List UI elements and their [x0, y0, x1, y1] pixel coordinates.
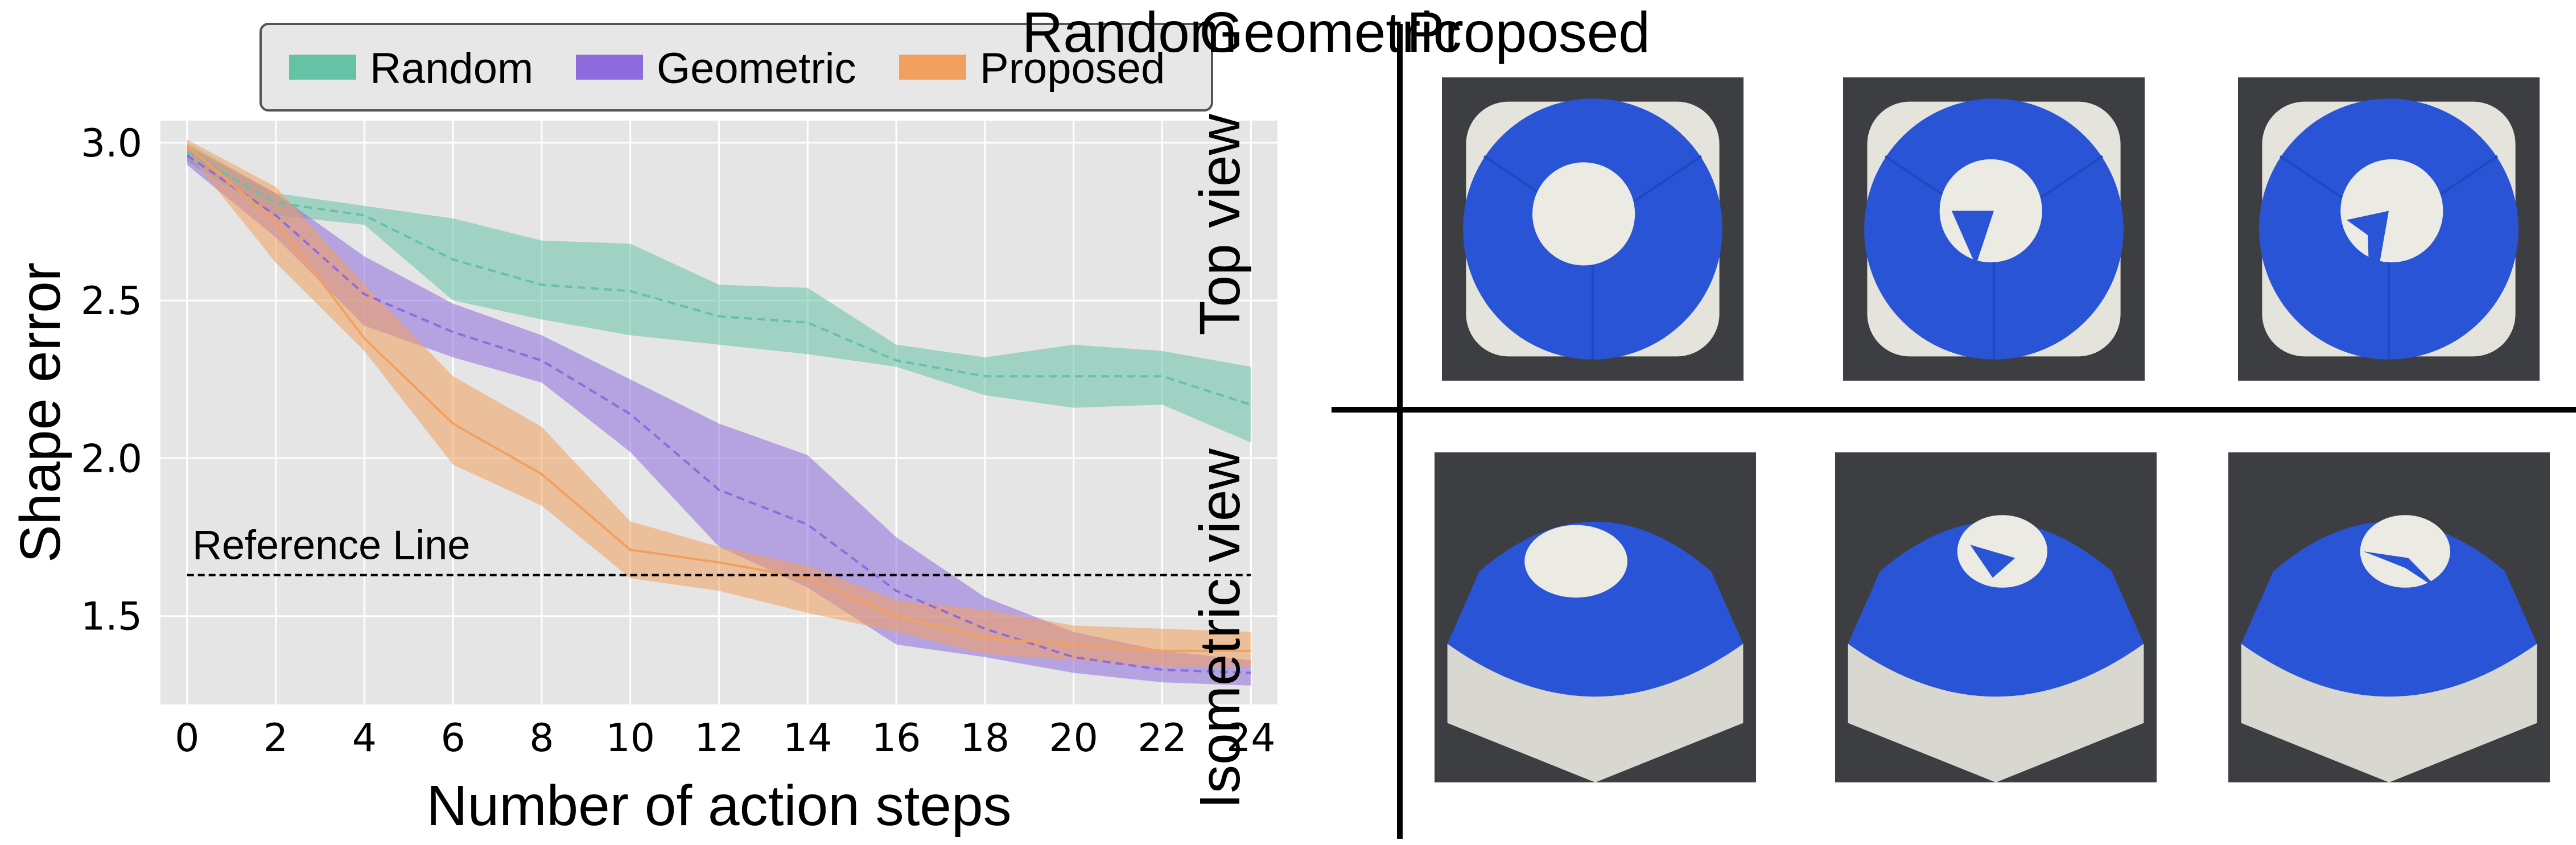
x-tick-label: 4: [352, 716, 377, 761]
band-proposed: [187, 139, 1251, 667]
band-random: [187, 142, 1251, 443]
legend-label-random: Random: [370, 44, 533, 93]
panel-horizontal-divider: [1332, 407, 2576, 413]
photo-iso-random: [1435, 452, 1756, 782]
reference-line-group: Reference Line: [187, 523, 1251, 576]
column-title-geometric: Geometric: [1199, 1, 1462, 64]
line-geometric: [186, 154, 1251, 674]
x-tick-label: 22: [1137, 716, 1187, 761]
series-lines: [186, 145, 1251, 674]
legend-swatch-proposed: [899, 55, 966, 80]
x-tick-label: 14: [783, 716, 832, 761]
y-tick-label: 3.0: [81, 121, 142, 166]
legend-swatch-random: [289, 55, 356, 80]
line-random: [186, 151, 1251, 406]
column-title-random: Random: [1022, 1, 1237, 64]
y-tick-label: 2.0: [81, 436, 142, 481]
x-tick-label: 2: [263, 716, 288, 761]
y-tick-label: 1.5: [81, 595, 142, 640]
x-tick-label: 0: [175, 716, 199, 761]
x-axis-label: Number of action steps: [426, 774, 1011, 838]
y-axis-label: Shape error: [9, 262, 72, 563]
y-tick-label: 2.5: [81, 279, 142, 324]
x-tick-label: 8: [529, 716, 554, 761]
error-bands: [187, 139, 1251, 686]
legend: Random Geometric Proposed: [259, 23, 1213, 112]
x-tick-label: 16: [872, 716, 921, 761]
x-tick-label: 6: [440, 716, 465, 761]
shape-error-chart: Reference Line 0 2 4 6 8 10 12 14 16 18 20 22 24 1.5…: [9, 23, 1277, 838]
photo-top-geometric: [1843, 77, 2145, 381]
panel-vertical-divider: [1397, 24, 1403, 839]
x-tick-label: 10: [605, 716, 655, 761]
row-label-isometric-view: Isometric view: [1188, 448, 1252, 809]
photo-iso-geometric: [1835, 452, 2157, 782]
legend-swatch-geometric: [576, 55, 643, 80]
x-tick-label: 24: [1226, 716, 1276, 761]
row-label-top-view: Top view: [1188, 114, 1252, 336]
photo-top-proposed: [2238, 77, 2540, 381]
photo-top-random: [1442, 77, 1744, 381]
line-proposed: [186, 145, 1251, 652]
legend-label-geometric: Geometric: [657, 44, 856, 93]
x-tick-label: 12: [694, 716, 744, 761]
x-tick-label: 18: [961, 716, 1010, 761]
column-title-proposed: Proposed: [1406, 1, 1651, 64]
legend-box: [259, 23, 1213, 112]
legend-label-proposed: Proposed: [980, 44, 1165, 93]
photo-iso-proposed: [2228, 452, 2550, 782]
y-tick-labels: 1.5 2.0 2.5 3.0: [81, 121, 142, 640]
x-tick-label: 20: [1049, 716, 1098, 761]
x-tick-labels: 0 2 4 6 8 10 12 14 16 18 20 22 24: [175, 716, 1275, 761]
reference-line-label: Reference Line: [192, 523, 470, 568]
